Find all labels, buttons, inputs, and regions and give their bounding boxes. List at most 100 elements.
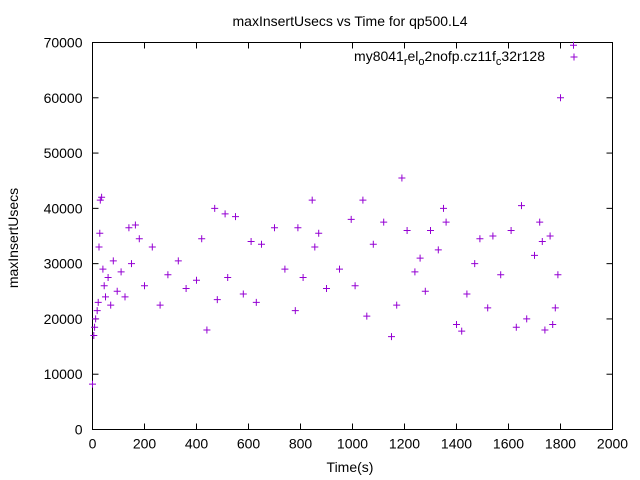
data-point [403, 226, 411, 234]
data-point [121, 293, 129, 301]
data-point [141, 282, 148, 290]
data-point [458, 327, 466, 335]
data-point [570, 41, 577, 49]
data-point [174, 257, 182, 265]
data-point [536, 218, 544, 226]
series-markers [89, 41, 577, 388]
data-point [489, 232, 497, 240]
y-tick-label: 50000 [44, 145, 83, 161]
data-point [442, 218, 450, 226]
data-point [476, 235, 484, 243]
data-point [224, 273, 232, 281]
data-point [323, 285, 330, 293]
legend-part: 2nofp.cz11f [425, 48, 496, 64]
legend-part: el [408, 48, 419, 64]
data-point [551, 304, 559, 312]
data-point [440, 204, 447, 212]
legend-subscript: r [404, 56, 408, 68]
x-tick-label: 0 [89, 436, 97, 452]
x-tick-label: 1800 [545, 436, 576, 452]
data-point [336, 265, 343, 273]
legend-part: 32r128 [501, 48, 545, 64]
data-point [104, 273, 112, 281]
data-point [541, 326, 549, 334]
data-point [198, 235, 206, 243]
data-point [89, 380, 96, 388]
x-tick-label: 200 [133, 436, 157, 452]
data-point [531, 251, 538, 259]
legend-subscript: c [496, 56, 502, 68]
data-point [91, 323, 99, 331]
data-point [518, 202, 525, 210]
x-axis-label: Time(s) [327, 459, 374, 475]
data-point [252, 298, 260, 306]
data-point [308, 196, 316, 204]
data-point [471, 260, 479, 268]
data-point [299, 273, 307, 281]
data-point [497, 271, 505, 279]
legend: my8041relo2nofp.cz11fc32r128 [354, 48, 578, 68]
data-point [131, 221, 139, 229]
legend-label: my8041relo2nofp.cz11fc32r128 [354, 48, 545, 68]
data-point [107, 301, 115, 309]
x-tick-label: 400 [185, 436, 209, 452]
data-point [398, 174, 406, 182]
legend-subscript: o [418, 56, 424, 68]
data-point [416, 254, 424, 262]
data-point [484, 304, 492, 312]
y-axis-label: maxInsertUsecs [5, 188, 21, 288]
data-point [549, 320, 557, 328]
data-point [96, 229, 104, 237]
data-point [557, 94, 564, 102]
data-point [113, 287, 121, 295]
data-point [388, 333, 395, 341]
x-axis: 0 200 400 600 800 1000 1200 1400 1600 1800 2000 [89, 42, 628, 452]
data-point [247, 238, 255, 246]
data-point [294, 224, 302, 232]
data-point [271, 224, 278, 232]
data-point [421, 287, 429, 295]
data-point [90, 332, 98, 340]
data-point [102, 293, 109, 301]
y-tick-label: 70000 [44, 35, 83, 51]
data-point [554, 271, 562, 279]
data-point [148, 243, 156, 251]
y-tick-label: 30000 [44, 256, 83, 272]
legend-part: my8041 [354, 48, 404, 64]
data-point [359, 196, 367, 204]
data-point [291, 307, 299, 315]
legend-marker [570, 53, 578, 61]
data-point [411, 268, 419, 276]
data-point [94, 298, 102, 306]
y-axis: 0 10000 20000 30000 40000 50000 60000 70000 [44, 35, 613, 438]
data-point [128, 260, 135, 268]
data-point [369, 240, 377, 248]
y-tick-label: 20000 [44, 311, 83, 327]
data-point [351, 282, 359, 290]
data-point [258, 240, 265, 248]
data-point [523, 315, 531, 323]
data-point [363, 312, 371, 320]
x-tick-label: 1400 [441, 436, 472, 452]
x-tick-label: 800 [289, 436, 313, 452]
data-point [546, 232, 554, 240]
data-point [347, 215, 355, 223]
x-tick-label: 1600 [493, 436, 524, 452]
y-tick-label: 60000 [44, 90, 83, 106]
data-point [281, 265, 289, 273]
data-point [92, 315, 100, 323]
x-tick-label: 1200 [389, 436, 420, 452]
data-point [315, 229, 323, 237]
data-point [538, 238, 546, 246]
plot-area [92, 42, 613, 430]
x-tick-label: 2000 [597, 436, 628, 452]
data-point [193, 276, 200, 284]
data-point [109, 257, 117, 265]
data-point [99, 265, 107, 273]
data-point [98, 193, 106, 201]
data-point [203, 326, 211, 334]
y-tick-label: 40000 [44, 200, 83, 216]
data-point [453, 320, 460, 328]
data-point [95, 243, 103, 251]
